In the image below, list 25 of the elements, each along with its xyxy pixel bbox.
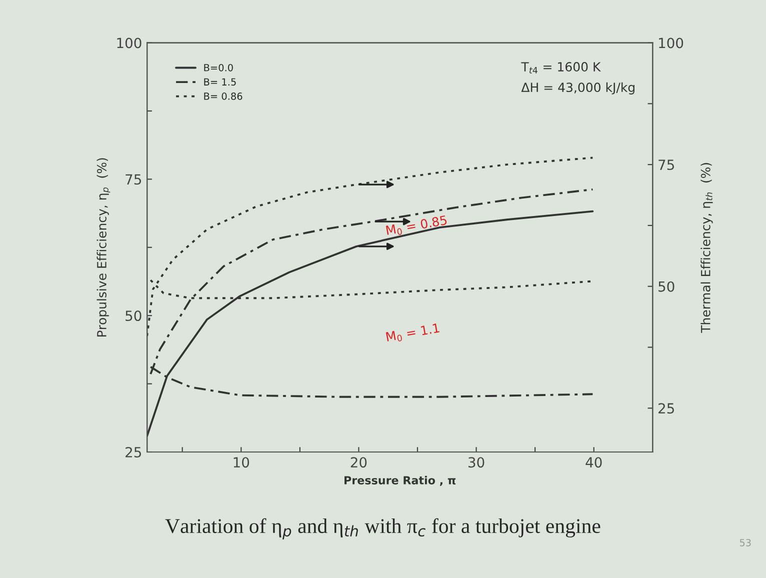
legend-label: B=0.0 bbox=[204, 64, 233, 72]
annotation: ΔH = 43,000 kJ/kg bbox=[521, 82, 634, 94]
y2-tick-label: 50 bbox=[658, 281, 674, 292]
y2-tick-label: 100 bbox=[659, 38, 684, 48]
x-tick-label: 20 bbox=[350, 457, 367, 468]
text: Variation of η$_{p}$ and η$_{th}$ with π$_{c}$ for a turbojet engine bbox=[165, 518, 600, 540]
legend-label: B= 0.86 bbox=[204, 92, 242, 100]
y-tick-label: 50 bbox=[126, 310, 142, 322]
text: 53 bbox=[740, 538, 751, 546]
x-tick-label: 40 bbox=[586, 457, 602, 468]
legend-label: B= 1.5 bbox=[204, 78, 236, 86]
y2-tick-label: 25 bbox=[658, 403, 674, 414]
x-tick-label: 30 bbox=[468, 457, 484, 468]
y2-axis-title: Thermal Efficiency, η$_{th}$ (%) bbox=[700, 163, 713, 333]
y-axis-title: Propulsive Efficiency, η$_{p}$ (%) bbox=[96, 158, 110, 336]
annotation: T$_{t4}$ = 1600 K bbox=[521, 62, 601, 74]
annotation: M$_{0}$ = 1.1 bbox=[386, 323, 440, 344]
annotation: M$_{0}$ = 0.85 bbox=[386, 215, 448, 237]
y-tick-label: 75 bbox=[126, 174, 141, 185]
x-tick-label: 10 bbox=[234, 457, 250, 468]
y2-tick-label: 75 bbox=[658, 160, 674, 170]
y-tick-label: 25 bbox=[126, 446, 141, 458]
line-series bbox=[147, 210, 594, 437]
y-tick-label: 100 bbox=[117, 38, 142, 48]
x-axis-title: Pressure Ratio , π bbox=[344, 476, 456, 486]
